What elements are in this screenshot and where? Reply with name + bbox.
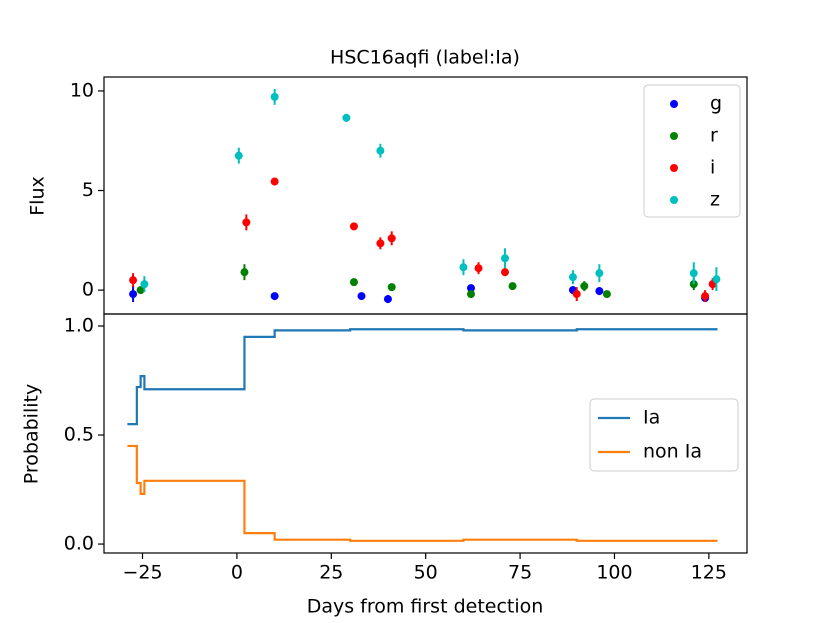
legend-marker [670, 132, 678, 140]
legend-frame [643, 84, 741, 218]
data-point [459, 263, 468, 272]
data-point [270, 92, 279, 101]
data-point [595, 269, 604, 278]
data-point [234, 151, 243, 160]
data-point [508, 282, 517, 291]
y-tick-label: 1.0 [64, 314, 94, 336]
x-tick-label: −25 [122, 562, 162, 584]
y-axis-label: Flux [27, 176, 49, 216]
data-point [383, 295, 392, 304]
step-line [127, 444, 718, 542]
legend-label: z [710, 189, 720, 211]
x-tick-label: 125 [691, 562, 727, 584]
x-tick-label: 0 [231, 562, 243, 584]
legend-marker [670, 164, 678, 172]
legend-marker [670, 100, 678, 108]
plot-frame [103, 76, 748, 315]
data-point [712, 275, 721, 284]
data-point [500, 268, 509, 277]
legend-label: non Ia [643, 441, 702, 463]
legend-marker [670, 196, 678, 204]
data-point [568, 273, 577, 282]
data-point [270, 292, 279, 301]
data-point [342, 113, 351, 122]
y-tick-label: 5 [82, 179, 94, 201]
legend-label: i [710, 157, 715, 179]
data-point [466, 290, 475, 299]
data-point [376, 239, 385, 248]
data-point [140, 280, 149, 289]
data-point [500, 254, 509, 263]
data-point [242, 218, 251, 227]
data-point [474, 264, 483, 273]
step-line [127, 328, 718, 426]
legend-label: r [710, 125, 718, 147]
data-point [689, 269, 698, 278]
y-tick-label: 0 [82, 279, 94, 301]
y-tick-label: 0.5 [64, 424, 94, 446]
x-axis-label: Days from first detection [307, 596, 544, 618]
legend-frame [589, 398, 739, 472]
data-point [466, 284, 475, 293]
x-tick-label: 75 [508, 562, 532, 584]
y-tick-label: 0.0 [64, 533, 94, 555]
data-point [270, 177, 279, 186]
data-point [580, 282, 589, 291]
data-point [136, 286, 145, 295]
legend-label: Ia [643, 407, 660, 429]
data-point [387, 283, 396, 292]
y-tick-label: 10 [70, 79, 94, 101]
data-point [129, 276, 138, 285]
data-point [357, 292, 366, 301]
x-tick-label: 50 [414, 562, 438, 584]
y-axis-label: Probability [21, 384, 43, 484]
data-point [240, 268, 249, 277]
data-point [349, 278, 358, 287]
data-point [376, 146, 385, 155]
data-point [602, 290, 611, 299]
data-point [701, 292, 710, 301]
data-point [572, 290, 581, 299]
data-point [129, 290, 138, 299]
x-tick-label: 100 [596, 562, 632, 584]
data-point [349, 222, 358, 231]
legend-label: g [710, 93, 722, 115]
data-point [595, 287, 604, 296]
data-point [387, 234, 396, 243]
plot-frame [103, 313, 748, 554]
chart-title: HSC16aqfi (label:Ia) [330, 47, 520, 69]
x-tick-label: 25 [319, 562, 343, 584]
